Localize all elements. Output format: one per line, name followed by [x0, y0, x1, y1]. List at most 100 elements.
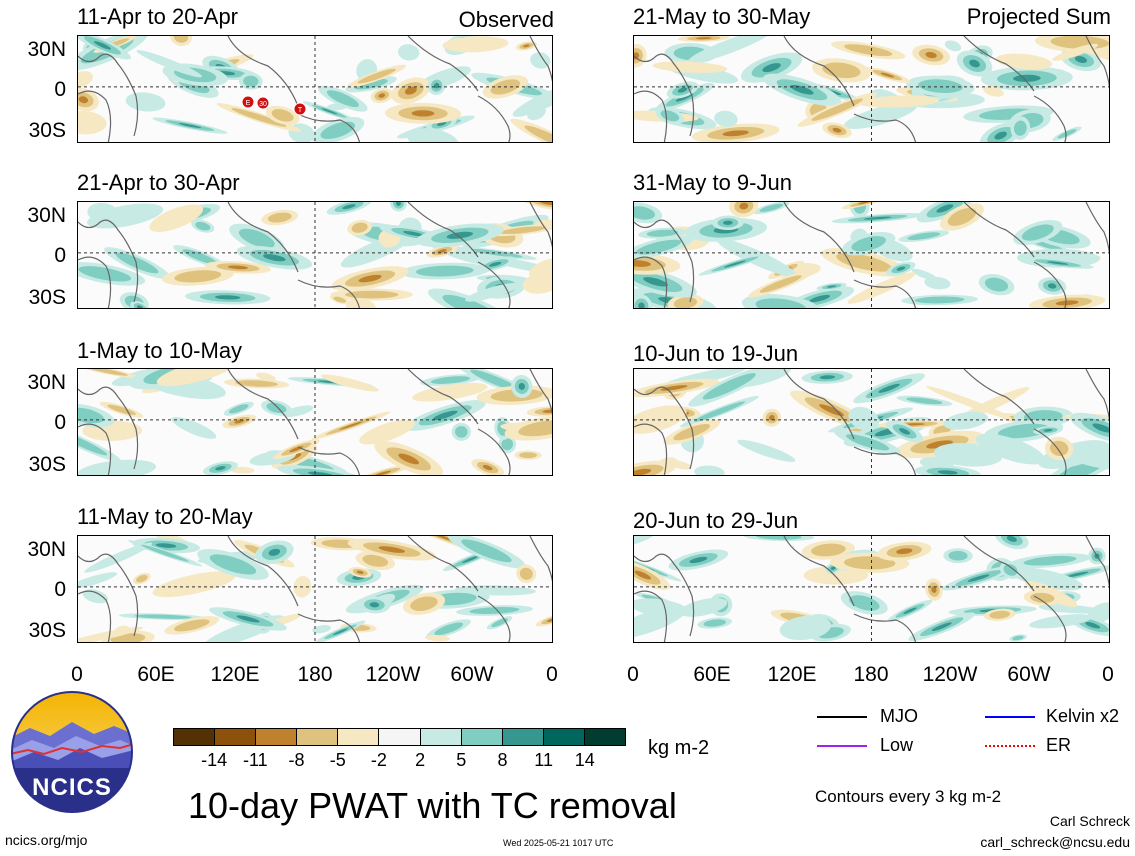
pwat-anomaly: [1030, 592, 1055, 603]
pwat-anomaly: [215, 466, 226, 471]
pwat-anomaly: [530, 52, 551, 69]
pwat-anomaly: [703, 619, 727, 627]
pwat-anomaly: [125, 92, 166, 112]
coastline: [783, 536, 855, 607]
colorbar-swatch: [584, 729, 626, 745]
pwat-anomaly: [634, 52, 640, 60]
pwat-anomaly: [182, 249, 218, 265]
pwat-anomaly: [759, 275, 802, 293]
pwat-anomaly: [634, 405, 687, 434]
pwat-anomaly: [378, 546, 406, 553]
coastline: [634, 386, 695, 470]
pwat-anomaly: [937, 470, 958, 475]
colorbar-swatch: [379, 729, 421, 745]
pwat-anomaly: [87, 202, 119, 223]
pwat-anomaly: [519, 567, 533, 580]
pwat-anomaly: [134, 614, 192, 619]
pwat-anomaly: [969, 59, 980, 68]
pwat-anomaly: [326, 90, 359, 108]
coastline: [963, 536, 1035, 592]
pwat-anomaly: [404, 86, 417, 95]
pwat-anomaly: [914, 296, 965, 304]
pwat-anomaly: [446, 231, 474, 239]
pwat-anomaly: [263, 254, 286, 262]
pwat-anomaly: [906, 397, 943, 405]
coastline: [297, 279, 361, 308]
footer-email[interactable]: carl_schreck@ncsu.edu: [980, 834, 1130, 850]
pwat-anomaly: [995, 53, 1053, 70]
lon-label: 60W: [1007, 663, 1051, 686]
pwat-anomaly: [461, 539, 512, 563]
colorbar-tick-label: 2: [415, 750, 426, 770]
panel-title: 21-May to 30-May: [633, 4, 811, 29]
pwat-anomaly: [238, 228, 275, 249]
pwat-anomaly: [173, 36, 189, 43]
footer-author: Carl Schreck: [1049, 813, 1130, 829]
pwat-anomaly: [78, 459, 157, 475]
pwat-anomaly: [984, 277, 1009, 292]
pwat-anomaly: [230, 466, 255, 474]
legend-label: MJO: [880, 706, 918, 726]
pwat-anomaly: [689, 556, 708, 564]
tc-marker: [256, 96, 270, 110]
footer-url[interactable]: ncics.org/mjo: [5, 832, 88, 848]
panel-tag: Projected Sum: [966, 4, 1111, 29]
pwat-anomaly: [925, 51, 937, 59]
pwat-anomaly: [430, 376, 471, 384]
pwat-anomaly: [93, 41, 112, 50]
coastline: [634, 256, 668, 308]
pwat-anomaly: [491, 618, 508, 628]
pwat-anomaly: [827, 285, 837, 288]
pwat-anomaly: [174, 270, 222, 283]
lon-label: 60W: [450, 663, 494, 686]
pwat-anomaly: [267, 212, 292, 223]
coastline: [1085, 536, 1109, 589]
pwat-anomaly: [997, 423, 1050, 439]
colorbar-tick-label: 14: [574, 750, 595, 770]
pwat-anomaly: [755, 298, 807, 308]
coastline: [1033, 595, 1067, 642]
map-panel: [633, 35, 1110, 143]
pwat-anomaly: [931, 586, 937, 593]
pwat-anomaly: [737, 439, 796, 462]
pwat-anomaly: [397, 44, 420, 61]
pwat-anomaly: [78, 626, 144, 642]
lat-label: 30N: [27, 371, 66, 394]
logo-text: NCICS: [32, 774, 112, 801]
pwat-anomaly: [501, 438, 514, 451]
pwat-anomaly: [469, 607, 520, 614]
coastline: [78, 553, 139, 637]
coastline: [227, 369, 299, 440]
pwat-anomaly: [78, 96, 89, 104]
lat-label: 0: [54, 78, 66, 101]
map-panel: [633, 201, 1110, 309]
pwat-anomaly: [989, 610, 1011, 619]
pwat-anomaly: [351, 222, 368, 233]
legend-label: ER: [1046, 735, 1072, 755]
pwat-anomaly: [236, 615, 260, 623]
pwat-anomaly: [687, 36, 773, 64]
pwat-anomaly: [936, 204, 954, 213]
pwat-anomaly: [356, 570, 364, 574]
pwat-anomaly: [271, 109, 294, 122]
pwat-anomaly: [321, 374, 379, 392]
pwat-anomaly: [811, 543, 846, 557]
pwat-anomaly: [546, 618, 552, 622]
colorbar-tick-label: -8: [288, 750, 305, 770]
pwat-anomaly: [809, 294, 831, 303]
pwat-anomaly: [899, 428, 911, 435]
panel-title: 10-Jun to 19-Jun: [633, 341, 799, 366]
lon-label: 60E: [137, 663, 175, 686]
pwat-anomaly: [926, 440, 953, 449]
pwat-anomaly: [1055, 300, 1079, 306]
coastline: [407, 536, 479, 592]
pwat-anomaly: [512, 84, 552, 117]
coastline: [1033, 261, 1067, 308]
pwat-anomaly: [723, 220, 733, 225]
pwat-anomaly: [141, 544, 190, 562]
colorbar-tick-label: -14: [201, 750, 228, 770]
pwat-anomaly: [209, 554, 257, 575]
pwat-anomaly: [1066, 571, 1089, 578]
lat-label: 0: [54, 244, 66, 267]
coastline: [477, 595, 511, 642]
